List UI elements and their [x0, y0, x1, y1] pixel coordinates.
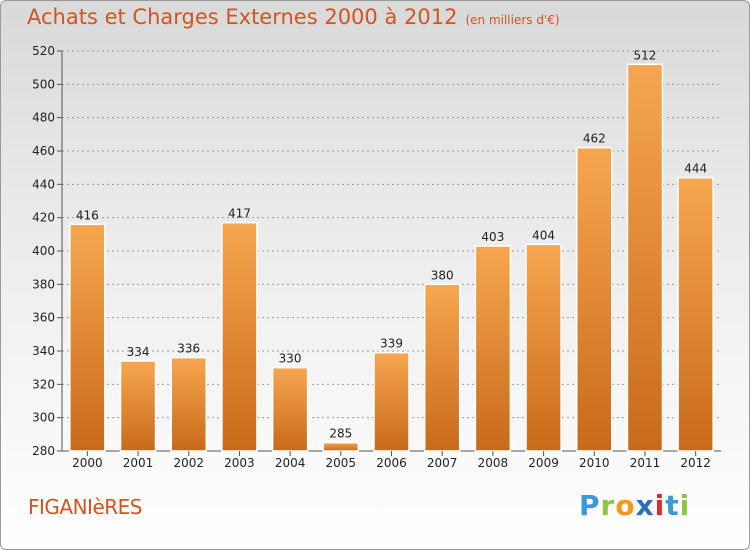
x-tick-label-2010: 2010 [579, 456, 610, 470]
data-label-2006: 339 [380, 337, 403, 351]
logo-letter: i [654, 489, 666, 522]
x-tick-label-2002: 2002 [173, 456, 204, 470]
y-tick-label: 420 [32, 211, 55, 225]
y-tick-label: 340 [32, 344, 55, 358]
y-tick-label: 500 [32, 77, 55, 91]
bar-2006 [373, 351, 410, 452]
bar-2000 [69, 223, 106, 452]
bar-2010 [576, 146, 613, 452]
bar-2011 [626, 63, 664, 452]
bar-2004 [271, 366, 309, 452]
proxiti-logo[interactable]: Proxiti [579, 489, 690, 522]
x-tick-label-2012: 2012 [680, 456, 711, 470]
x-tick-label-2005: 2005 [326, 456, 357, 470]
data-label-2001: 334 [127, 345, 150, 359]
logo-letter: i [679, 489, 691, 522]
logo-letter: x [635, 489, 655, 522]
data-label-2002: 336 [177, 342, 200, 356]
x-tick-label-2000: 2000 [72, 456, 103, 470]
data-label-2011: 512 [634, 48, 657, 62]
data-label-2012: 444 [684, 162, 707, 176]
y-tick-label: 320 [32, 377, 55, 391]
data-label-2004: 330 [279, 352, 302, 366]
bar-2003 [221, 221, 258, 452]
data-label-2009: 404 [532, 228, 555, 242]
x-tick-label-2011: 2011 [630, 456, 661, 470]
x-tick-label-2009: 2009 [528, 456, 559, 470]
bar-2007 [423, 283, 461, 452]
commune-name: FIGANIèRES [28, 495, 142, 519]
logo-letter: o [615, 489, 636, 522]
y-tick-label: 480 [32, 111, 55, 125]
logo-letter: P [579, 489, 601, 522]
data-label-2010: 462 [583, 132, 606, 146]
bar-2012 [677, 176, 714, 452]
y-tick-label: 360 [32, 311, 55, 325]
chart-title: Achats et Charges Externes 2000 à 2012 (e… [27, 5, 560, 29]
data-label-2008: 403 [481, 230, 504, 244]
bar-2005 [322, 441, 360, 452]
y-tick-label: 380 [32, 277, 55, 291]
bar-2008 [474, 245, 512, 452]
x-tick-label-2006: 2006 [376, 456, 407, 470]
chart-title-unit: (en milliers d'€) [465, 13, 560, 27]
y-tick-label: 460 [32, 144, 55, 158]
logo-letter: r [600, 489, 616, 522]
x-tick-label-2008: 2008 [478, 456, 509, 470]
bar-2002 [170, 356, 207, 452]
x-tick-label-2004: 2004 [275, 456, 306, 470]
data-label-2003: 417 [228, 207, 251, 221]
bar-2009 [525, 243, 562, 452]
y-tick-label: 300 [32, 411, 55, 425]
data-label-2000: 416 [76, 208, 99, 222]
y-tick-label: 520 [32, 44, 55, 58]
y-tick-label: 280 [32, 444, 55, 458]
x-tick-label-2001: 2001 [123, 456, 154, 470]
logo-letter: t [665, 489, 680, 522]
chart-title-main: Achats et Charges Externes 2000 à 2012 [27, 5, 458, 29]
x-tick-label-2007: 2007 [427, 456, 458, 470]
data-label-2007: 380 [431, 268, 454, 282]
y-tick-label: 440 [32, 177, 55, 191]
bar-2001 [119, 360, 157, 452]
x-tick-label-2003: 2003 [224, 456, 255, 470]
data-label-2005: 285 [329, 427, 352, 441]
y-tick-label: 400 [32, 244, 55, 258]
